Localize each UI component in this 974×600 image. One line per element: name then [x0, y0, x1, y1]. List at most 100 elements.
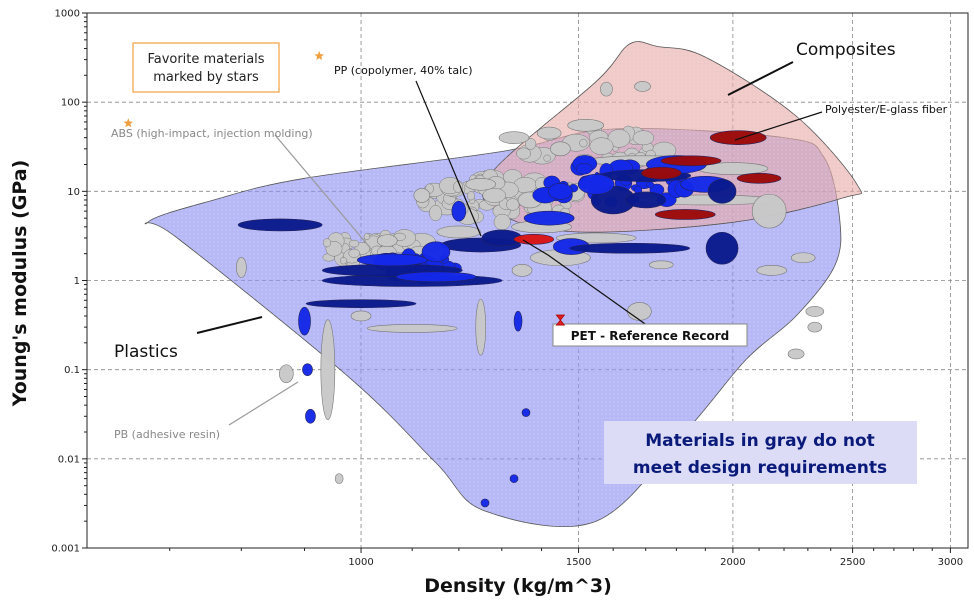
material-bubble [648, 260, 674, 270]
material-bubble [237, 218, 323, 232]
gray-note: Materials in gray do not meet design req… [604, 421, 917, 484]
material-bubble [521, 408, 531, 417]
material-bubble [751, 193, 787, 229]
material-bubble [513, 310, 523, 332]
material-bubble [569, 242, 690, 254]
material-bubble [348, 239, 360, 248]
pet-reference-label: PET - Reference Record [552, 323, 748, 347]
material-bubble [350, 310, 372, 322]
material-bubble [567, 119, 604, 132]
axis-ticks: 1000 1500 2000 2500 3000 0.001 0.01 0.1 1 10 100 10… [51, 9, 963, 569]
material-bubble [807, 321, 823, 333]
y-tick-label: 1 [74, 276, 80, 287]
material-bubble [322, 238, 332, 248]
material-bubble [634, 81, 651, 92]
material-bubble [279, 364, 294, 384]
gray-note-line-1: Materials in gray do not [645, 431, 875, 451]
material-bubble [511, 264, 533, 277]
plastics-label: Plastics [114, 342, 178, 362]
material-bubble [589, 137, 614, 155]
material-bubble [600, 81, 613, 97]
material-bubble [298, 306, 311, 336]
plastics-leader-line [196, 316, 263, 334]
favorite-star-icon [123, 118, 133, 128]
material-bubble [482, 187, 507, 203]
y-tick-label: 0.01 [58, 454, 80, 465]
pp-leader-line [415, 80, 482, 237]
material-bubble [466, 191, 476, 201]
material-bubble [632, 130, 655, 146]
material-bubble [654, 209, 716, 220]
composites-label: Composites [796, 40, 896, 60]
material-bubble [550, 141, 571, 157]
polyester-leader-line [734, 111, 823, 141]
y-tick-label: 0.001 [51, 544, 80, 555]
material-bubble [787, 348, 805, 360]
material-bubble [302, 363, 313, 376]
material-bubble [305, 299, 417, 308]
material-bubble [579, 138, 588, 148]
x-tick-label: 1000 [348, 557, 373, 568]
material-bubble [339, 257, 348, 265]
gray-note-line-2: meet design requirements [633, 458, 887, 478]
material-bubble [236, 257, 247, 278]
material-bubble [543, 154, 551, 162]
pp-label: PP (copolymer, 40% talc) [334, 64, 473, 77]
material-bubble [577, 173, 615, 195]
material-bubble [429, 204, 443, 222]
y-tick-label: 10 [67, 187, 80, 198]
material-bubble [376, 234, 398, 247]
material-bubble [523, 210, 575, 226]
material-bubble [436, 225, 482, 239]
favorites-box-line-2: marked by stars [153, 70, 259, 85]
material-bubble [646, 181, 655, 189]
abs-leader-line [274, 134, 373, 251]
material-bubble [607, 129, 631, 148]
pet-leader-line [522, 239, 649, 327]
polyester-label: Polyester/E-glass fiber [825, 103, 948, 116]
material-bubble [498, 131, 530, 144]
pb-label: PB (adhesive resin) [114, 428, 220, 441]
favorites-box-line-1: Favorite materials [147, 52, 264, 67]
material-bubble [493, 213, 511, 231]
y-tick-label: 1000 [55, 9, 80, 20]
x-tick-label: 2500 [840, 557, 865, 568]
material-bubble [548, 183, 573, 200]
material-bubble [536, 126, 562, 140]
leader-lines [196, 61, 823, 426]
material-bubble [451, 200, 467, 222]
material-bubble [334, 473, 344, 484]
material-bubble [736, 173, 782, 184]
material-bubble [357, 253, 428, 267]
material-bubble [756, 265, 787, 276]
material-bubble [705, 231, 739, 265]
material-bubble [320, 319, 336, 420]
materials [236, 81, 825, 508]
material-bubble [363, 233, 371, 241]
material-bubble [475, 298, 487, 356]
material-bubble [465, 177, 497, 191]
material-bubble [480, 498, 490, 508]
material-bubble [453, 181, 463, 193]
material-bubble [413, 188, 431, 203]
material-bubble [509, 474, 519, 483]
favorite-star-icon [314, 50, 324, 60]
y-axis-title: Young's modulus (GPa) [9, 160, 31, 408]
x-tick-label: 1500 [566, 557, 591, 568]
material-bubble [524, 138, 537, 150]
material-bubble [516, 147, 531, 160]
material-bubble [640, 166, 682, 180]
reference-marker-icon [555, 314, 566, 326]
y-tick-label: 100 [61, 98, 80, 109]
material-bubble [625, 191, 667, 209]
composites-leader-line [727, 61, 794, 96]
material-bubble [395, 271, 477, 283]
pet-reference-marker [555, 314, 566, 326]
favorite-stars [123, 50, 324, 128]
material-bubble [805, 306, 825, 317]
material-bubble [348, 248, 360, 258]
material-bubble [366, 324, 458, 333]
x-tick-label: 2000 [720, 557, 745, 568]
y-tick-label: 0.1 [64, 365, 80, 376]
